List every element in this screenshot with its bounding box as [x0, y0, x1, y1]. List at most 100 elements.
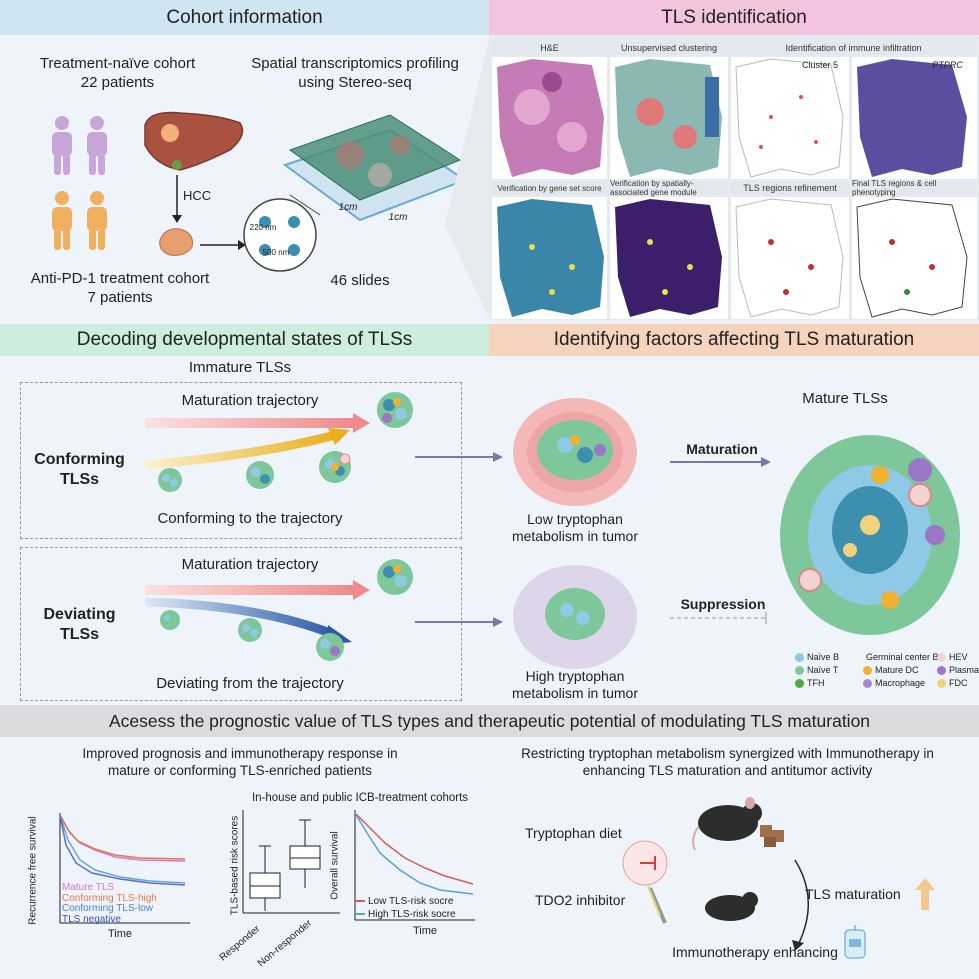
low-trp-tissue	[513, 398, 637, 506]
decoding-header: Decoding developmental states of TLSs	[0, 324, 489, 356]
legend-label: Mature DC	[875, 665, 919, 675]
dev-cluster-3	[316, 633, 344, 661]
legend-item: Germinal center B	[863, 652, 939, 662]
tissue-images	[492, 57, 977, 319]
conforming-label: Conforming	[34, 451, 125, 468]
km-conf-low-line	[59, 814, 186, 884]
km1-xlabel: Time	[107, 928, 133, 940]
km-neg-line	[59, 814, 186, 886]
naive-cohort-title: Treatment-naïve cohort	[39, 55, 196, 72]
stereo-seq-slides	[282, 114, 468, 222]
high-trp-label-2: metabolism in tumor	[511, 685, 639, 701]
liver-icon	[144, 111, 244, 171]
left-title-2: mature or conforming TLS-enriched patien…	[108, 763, 372, 778]
km2-xlabel: Time	[412, 925, 438, 937]
tls-identification-header: TLS identification	[489, 0, 979, 35]
left-title-1: Improved prognosis and immunotherapy res…	[82, 746, 398, 761]
factors-header: Identifying factors affecting TLS matura…	[489, 324, 979, 356]
deviating-label: Deviating	[43, 606, 116, 623]
up-arrow-icon	[915, 878, 935, 910]
ptprc-label: PTPRC	[932, 60, 963, 70]
deviating-box	[20, 547, 462, 701]
trajectory-arrows	[144, 413, 370, 645]
tab-module: Verification by spatially-associated gen…	[610, 179, 728, 197]
km1-legend: Mature TLS Conforming TLS-high Conformin…	[62, 882, 157, 925]
legend-item: Naïve T	[795, 665, 861, 675]
liver-hcc-graphic	[144, 111, 246, 256]
he-image	[492, 57, 607, 179]
traj-label-1: Maturation trajectory	[181, 392, 319, 409]
right-title-2: enhancing TLS maturation and antitumor a…	[582, 763, 873, 778]
refine-image	[731, 197, 849, 319]
legend-swatch	[937, 665, 946, 675]
legend-swatch	[795, 678, 804, 688]
legend-swatch	[863, 678, 872, 688]
tdo2-illustration	[622, 840, 758, 924]
km-plot-rfs	[59, 813, 190, 924]
immature-tls-title: Immature TLSs	[188, 359, 292, 376]
st-title: Spatial transcriptomics profiling	[251, 55, 459, 72]
box-ylabel: TLS-based risk scores	[229, 815, 241, 916]
traj-label-2: Maturation trajectory	[181, 556, 319, 573]
conforming-desc: Conforming to the trajectory	[157, 510, 343, 527]
conf-cluster-1	[158, 468, 182, 492]
high-trp-tissue	[513, 565, 637, 669]
legend-item: Mature DC	[863, 665, 935, 675]
conforming-box	[20, 382, 462, 539]
maturation-label: Maturation	[686, 441, 758, 457]
st-subtitle: using Stereo-seq	[298, 74, 412, 91]
final-image	[852, 197, 977, 319]
syringe-icon	[648, 887, 667, 924]
cohort-header: Cohort information	[0, 0, 489, 35]
legend-label: Macrophage	[875, 678, 926, 688]
ptprc-image	[852, 57, 977, 179]
box-non-responder	[289, 819, 321, 888]
tls-maturation-label: TLS maturation	[805, 886, 901, 902]
km2-legend: Low TLS-risk socre High TLS-risk socre	[355, 895, 456, 921]
mouse-diet-illustration	[692, 797, 784, 851]
low-trp-label: Low tryptophan	[527, 511, 623, 527]
dev-cluster-1	[160, 610, 180, 630]
km1-legend-conf-high: Conforming TLS-high	[62, 892, 157, 904]
cluster5-image	[731, 57, 849, 179]
tissue-sample-icon	[159, 228, 193, 256]
naive-patient-icon	[52, 116, 107, 175]
tab-clustering: Unsupervised clustering	[610, 41, 728, 55]
tumor-icon	[161, 124, 179, 142]
prognostic-header: Acesess the prognostic value of TLS type…	[0, 705, 979, 737]
box-responder	[249, 845, 281, 911]
boxplot-risk	[242, 810, 340, 914]
immature-tls-clusters	[158, 392, 413, 661]
km-mature-line	[59, 814, 186, 862]
legend-label: Germinal center B	[866, 652, 939, 662]
tab-geneset: Verification by gene set score	[492, 181, 607, 195]
pd1-cohort-count: 7 patients	[87, 289, 153, 306]
slides-count: 46 slides	[330, 272, 390, 289]
km2-legend-low: Low TLS-risk socre	[368, 896, 454, 907]
km-low-risk-line	[354, 812, 474, 885]
km1-ylabel: Recurrence free survival	[27, 816, 39, 925]
high-trp-label: High tryptophan	[525, 668, 625, 684]
nm220-label: 220 nm	[249, 223, 277, 232]
pd1-cohort-title: Anti-PD-1 treatment cohort	[30, 270, 210, 287]
legend-label: Naïve T	[807, 665, 839, 675]
km1-legend-mature: Mature TLS	[62, 882, 115, 893]
mature-tls-illustration	[780, 435, 960, 635]
mature-tls-title: Mature TLSs	[802, 390, 888, 407]
legend-item: FDC	[937, 678, 979, 688]
legend-item: Naïve B	[795, 652, 861, 662]
pd1-patient-icon	[52, 191, 107, 250]
maturation-suppression-arrows	[670, 457, 771, 624]
clustering-image	[610, 57, 728, 179]
legend-swatch	[795, 665, 804, 675]
iv-bag-icon	[844, 925, 866, 959]
legend-swatch	[937, 652, 946, 662]
cm-label-1: 1cm	[338, 202, 358, 213]
hcc-label: HCC	[183, 188, 212, 203]
legend-swatch	[937, 678, 946, 688]
km1-legend-neg: TLS negative	[62, 913, 121, 925]
right-title-1: Restricting tryptophan metabolism synerg…	[521, 746, 934, 761]
naive-cohort-count: 22 patients	[80, 74, 155, 91]
legend-item: TFH	[795, 678, 861, 688]
cluster5-label: Cluster 5	[801, 60, 838, 70]
